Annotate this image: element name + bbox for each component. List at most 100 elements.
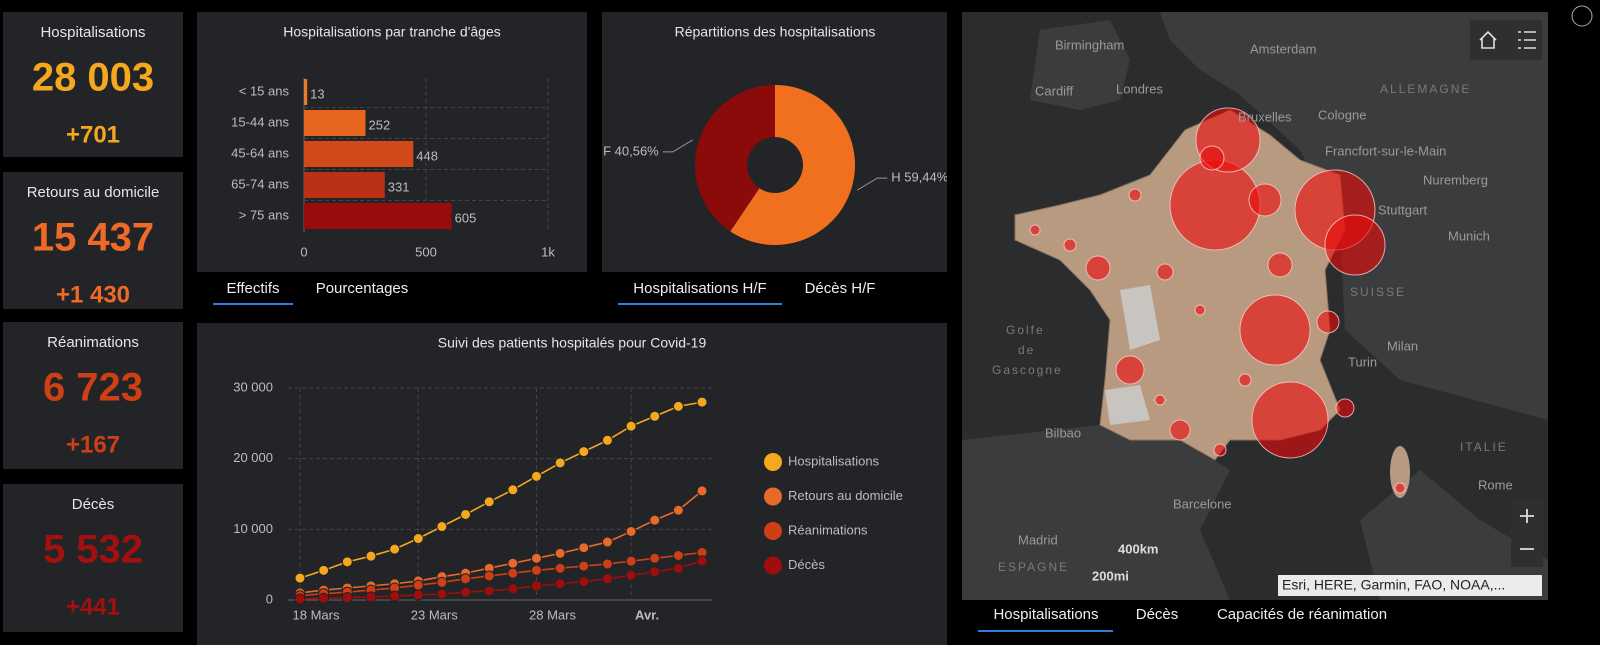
tab[interactable]: Décès — [1136, 606, 1179, 623]
y-tick-label: 10 000 — [233, 521, 273, 536]
map-label: Cologne — [1318, 107, 1366, 122]
legend-swatch — [764, 556, 782, 575]
panel-timeline — [197, 323, 947, 645]
cluster-circle[interactable] — [1324, 214, 1386, 276]
data-point — [531, 552, 542, 564]
value-label: F 40,56% — [603, 143, 659, 158]
cluster-circle[interactable] — [1085, 255, 1111, 281]
data-point — [436, 576, 448, 588]
cluster-circle[interactable] — [1154, 394, 1166, 406]
cluster-circle[interactable] — [1063, 238, 1077, 252]
data-point — [601, 536, 613, 548]
cluster-circle[interactable] — [1213, 443, 1227, 457]
data-point — [554, 547, 566, 559]
map-land-east — [1160, 12, 1548, 600]
data-point — [318, 592, 330, 604]
kpi-card — [3, 12, 183, 157]
x-tick-label: 0 — [300, 244, 307, 259]
tab[interactable]: Pourcentages — [316, 280, 409, 297]
kpi-card — [3, 484, 183, 632]
cluster-circle[interactable] — [1169, 419, 1191, 441]
map-label: SUISSE — [1350, 285, 1406, 299]
data-point — [696, 555, 708, 567]
cluster-circle[interactable] — [1251, 381, 1329, 459]
data-point — [625, 555, 637, 567]
tab[interactable]: Capacités de réanimation — [1217, 606, 1387, 623]
map-circles — [1029, 107, 1406, 494]
value-label: 605 — [455, 210, 477, 225]
cluster-circle[interactable] — [1238, 373, 1252, 387]
y-tick-label: > 75 ans — [239, 207, 290, 222]
tab[interactable]: Décès H/F — [805, 280, 876, 297]
map-label: Cardiff — [1035, 83, 1073, 98]
cluster-circle[interactable] — [1194, 304, 1206, 316]
legend-label: Hospitalisations — [788, 453, 880, 468]
bar — [304, 172, 385, 198]
kpi-value: 15 437 — [32, 216, 154, 260]
cluster-circle[interactable] — [1156, 263, 1174, 281]
data-point — [412, 533, 424, 545]
map[interactable]: Birmingham Amsterdam Cardiff Londres ALL… — [962, 12, 1548, 600]
bar — [304, 203, 452, 229]
cluster-circle[interactable] — [1115, 355, 1145, 385]
data-point — [507, 567, 519, 579]
data-point — [483, 496, 495, 508]
zoom-in[interactable] — [1520, 509, 1534, 523]
data-point — [625, 525, 637, 537]
cluster-circle[interactable] — [1128, 188, 1142, 202]
fullscreen-button[interactable] — [1571, 5, 1593, 27]
data-point — [341, 556, 353, 568]
map-label: Turin — [1348, 354, 1377, 369]
home-button[interactable] — [1479, 30, 1497, 49]
leader-line — [856, 177, 888, 191]
x-tick-label: 18 Mars — [293, 607, 340, 622]
kpi-label: Hospitalisations — [40, 24, 145, 41]
y-tick-label: 0 — [266, 591, 273, 606]
x-tick-label: 28 Mars — [529, 607, 576, 622]
tab[interactable]: Hospitalisations — [993, 606, 1098, 623]
cluster-circle[interactable] — [1029, 224, 1041, 236]
tab[interactable]: Hospitalisations H/F — [633, 280, 766, 297]
map-label: Nuremberg — [1423, 172, 1488, 187]
map-land-uk — [1030, 20, 1130, 110]
cluster-circle[interactable] — [1316, 310, 1340, 334]
data-point — [601, 558, 613, 570]
data-point — [460, 573, 472, 585]
legend-swatch — [764, 453, 782, 471]
cluster-circle[interactable] — [1169, 159, 1261, 251]
data-point — [294, 572, 306, 584]
legend-label: Retours au domicile — [788, 488, 903, 503]
tab[interactable]: Effectifs — [226, 280, 279, 297]
map-scale: 400km — [1118, 541, 1158, 556]
data-point — [578, 560, 590, 572]
kpi-delta: +1 430 — [56, 281, 130, 308]
value-label: H 59,44% — [891, 170, 949, 185]
data-point — [531, 564, 542, 576]
map-label: Birmingham — [1055, 37, 1124, 52]
cluster-circle[interactable] — [1199, 145, 1225, 171]
x-tick-label: Avr. — [635, 607, 659, 622]
legend-button[interactable] — [1518, 31, 1536, 49]
legend-swatch — [764, 487, 782, 506]
attribution-box — [1278, 575, 1542, 596]
cluster-circle[interactable] — [1267, 252, 1293, 278]
cluster-circle[interactable] — [1394, 482, 1406, 494]
map-label: Amsterdam — [1250, 41, 1316, 56]
legend-label: Décès — [788, 557, 825, 572]
pie-group: H 59,44% F 40,56% — [603, 85, 949, 246]
map-scale: 200mi — [1092, 568, 1129, 583]
cluster-circle[interactable] — [1239, 294, 1311, 366]
data-point — [389, 590, 401, 602]
cluster-circle[interactable] — [1248, 183, 1282, 217]
map-label: Stuttgart — [1378, 202, 1428, 217]
map-label: Gascogne — [992, 363, 1063, 377]
data-point — [554, 578, 566, 590]
cluster-circle[interactable] — [1335, 398, 1355, 418]
map-label: Madrid — [1018, 532, 1058, 547]
data-point — [649, 566, 661, 578]
chart-title: Répartitions des hospitalisations — [675, 24, 876, 40]
map-label: Bruxelles — [1238, 109, 1292, 124]
pie-slice — [730, 85, 856, 246]
data-point — [436, 521, 448, 533]
x-tick-label: 23 Mars — [411, 607, 458, 622]
